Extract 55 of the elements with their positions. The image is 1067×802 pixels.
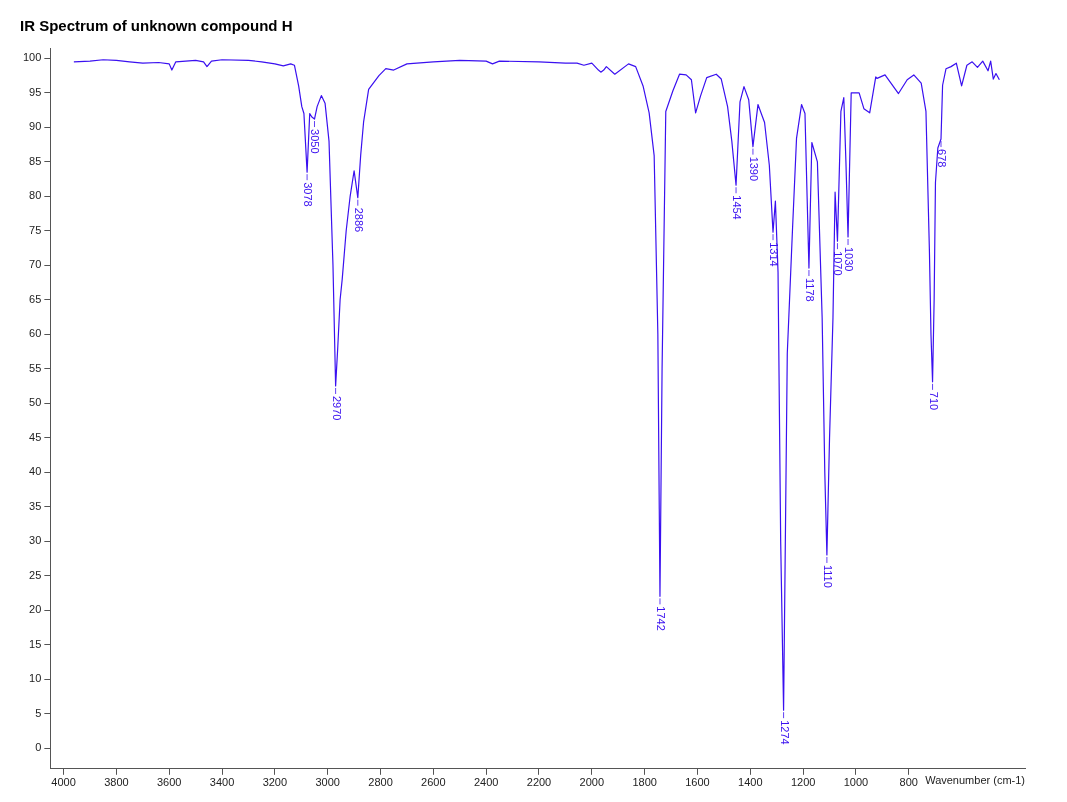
x-tick-label: 3000 — [315, 776, 340, 789]
y-tick-label: 45 — [29, 430, 42, 443]
annotation: 1742 — [654, 606, 667, 631]
x-tick-label: 3400 — [209, 776, 235, 789]
chart-title: IR Spectrum of unknown compound H — [20, 17, 293, 35]
y-tick-label: 30 — [29, 534, 42, 547]
annotation: 3050 — [309, 129, 322, 154]
y-tick-label: 85 — [29, 154, 42, 167]
y-tick-label: 25 — [29, 568, 42, 581]
annotation: 2886 — [352, 207, 365, 233]
y-tick-label: 100 — [22, 51, 42, 64]
y-tick-label: 65 — [29, 292, 42, 305]
x-tick-label: 1000 — [843, 776, 869, 789]
y-tick-label: 75 — [29, 223, 42, 236]
x-tick-label: 2600 — [421, 776, 446, 789]
y-tick-label: 60 — [29, 327, 42, 340]
y-tick-label: 5 — [35, 706, 42, 719]
x-axis-title: Wavenumber (cm-1) — [925, 774, 1025, 787]
x-tick-label: 1800 — [632, 776, 657, 789]
x-tick-label: 2800 — [368, 776, 393, 789]
x-tick-label: 3600 — [156, 776, 182, 789]
annotation: 1110 — [821, 564, 834, 588]
y-tick-label: 80 — [29, 189, 42, 202]
y-tick-label: 70 — [29, 258, 42, 271]
y-tick-label: 35 — [29, 499, 42, 512]
annotation: 2970 — [330, 395, 343, 421]
x-tick-label: 2000 — [579, 776, 605, 789]
annotation: 3078 — [302, 182, 315, 207]
y-tick-label: 20 — [29, 603, 42, 616]
y-tick-label: 10 — [29, 672, 42, 685]
annotation: 1274 — [778, 720, 791, 745]
x-tick-label: 1600 — [685, 776, 710, 789]
x-tick-label: 1400 — [738, 776, 763, 789]
annotation: 1070 — [832, 251, 845, 276]
y-tick-label: 40 — [29, 465, 42, 478]
x-tick-label: 3800 — [104, 776, 129, 789]
y-tick-label: 0 — [35, 741, 42, 754]
annotation: 1030 — [843, 246, 855, 272]
annotation: 710 — [927, 391, 940, 411]
annotation: 1390 — [747, 156, 760, 182]
x-tick-label: 4000 — [51, 776, 76, 789]
y-tick-label: 90 — [29, 120, 42, 133]
x-tick-label: 3200 — [262, 776, 288, 789]
x-tick-label: 2400 — [473, 776, 499, 789]
x-tick-label: 800 — [899, 776, 918, 789]
x-tick-label: 2200 — [526, 776, 552, 789]
annotation: 1314 — [767, 242, 780, 267]
x-tick-label: 1200 — [790, 776, 816, 789]
y-tick-label: 50 — [29, 396, 42, 409]
y-tick-label: 55 — [29, 361, 42, 374]
annotation: 1454 — [731, 195, 744, 220]
annotation: 678 — [935, 149, 948, 168]
y-tick-label: 95 — [29, 85, 42, 98]
annotation: 1178 — [803, 278, 816, 302]
y-tick-label: 15 — [29, 637, 42, 650]
